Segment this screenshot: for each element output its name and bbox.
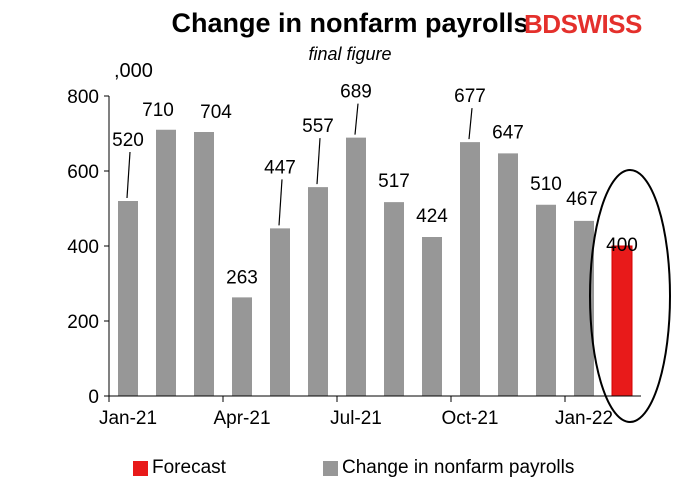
bar-actual (460, 142, 480, 396)
bar-actual (574, 220, 594, 396)
data-label: 447 (264, 157, 296, 178)
data-label: 424 (416, 206, 448, 227)
bar-actual (194, 132, 214, 396)
unit-label: ,000 (114, 60, 153, 82)
y-tick-label: 800 (67, 87, 99, 108)
x-tick-label: Jan-22 (555, 408, 613, 429)
data-label-leader (126, 151, 131, 199)
bar-forecast (611, 245, 633, 397)
data-label: 400 (606, 235, 638, 256)
forecast-highlight-ellipse (589, 169, 671, 423)
bar-actual (384, 202, 404, 396)
chart-title: Change in nonfarm payrolls (171, 8, 529, 38)
legend-swatch-nonfarm-payrolls (323, 460, 338, 476)
data-label: 710 (142, 100, 174, 121)
data-label: 520 (112, 130, 144, 151)
legend-label-nonfarm-payrolls: Change in nonfarm payrolls (342, 457, 575, 478)
data-label-leader (316, 138, 321, 185)
data-label: 647 (492, 122, 524, 143)
x-tick-label: Apr-21 (213, 408, 270, 429)
data-label: 263 (226, 267, 258, 288)
bar-actual (232, 297, 252, 396)
data-label: 467 (566, 189, 598, 210)
bar-actual (308, 187, 328, 396)
data-label-leader (354, 103, 359, 135)
bar-actual (422, 237, 442, 396)
bar-actual (270, 228, 290, 396)
bdswiss-logo: BDSWISS (524, 9, 642, 39)
legend-item-nonfarm-payrolls: Change in nonfarm payrolls (323, 457, 574, 479)
x-tick-label: Jul-21 (330, 408, 382, 429)
x-tick-label: Oct-21 (441, 408, 498, 429)
y-tick-label: 400 (67, 237, 99, 258)
data-label: 689 (340, 82, 372, 103)
data-label-leader (468, 108, 473, 140)
data-label-leader (278, 179, 283, 226)
data-label: 510 (530, 174, 562, 195)
y-tick-label: 0 (88, 387, 99, 408)
bar-actual (346, 137, 366, 396)
data-label: 517 (378, 171, 410, 192)
bar-actual (498, 153, 518, 396)
y-tick-label: 200 (67, 312, 99, 333)
bar-actual (118, 201, 138, 396)
y-tick-label: 600 (67, 162, 99, 183)
bar-actual (536, 204, 556, 396)
data-label: 557 (302, 116, 334, 137)
x-tick-label: Jan-21 (99, 408, 157, 429)
data-label: 704 (200, 102, 232, 123)
legend-item-forecast: Forecast (133, 457, 226, 479)
legend-swatch-forecast (133, 460, 148, 476)
bar-actual (156, 129, 176, 396)
data-label: 677 (454, 86, 486, 107)
legend-label-forecast: Forecast (152, 457, 226, 478)
chart-subtitle: final figure (308, 44, 392, 64)
